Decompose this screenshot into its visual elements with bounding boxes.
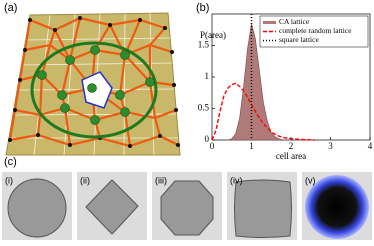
x-axis-label: cell area: [276, 151, 306, 161]
y-tick-label: 1: [205, 71, 210, 81]
subpanel-label: (iv): [230, 175, 243, 185]
x-tick-label: 4: [368, 141, 373, 151]
cell-shapes: [2, 172, 372, 240]
legend-label: CA lattice: [279, 17, 310, 26]
x-tick-label: 1: [249, 141, 254, 151]
page: (a) (b) (c) (i) (ii) (iii) (iv) (v) 0 0.5 1 1.5 0…: [0, 0, 374, 241]
subpanel-label: (v): [305, 175, 316, 185]
area: [227, 23, 284, 141]
subpanel-label: (iii): [155, 175, 167, 185]
subpanel-label: (i): [5, 175, 13, 185]
panel-label: (b): [196, 2, 209, 14]
y-axis-label: P(area): [200, 30, 226, 40]
lattice-illustration: [5, 12, 181, 156]
line: [211, 82, 315, 141]
y-tick-label: 0.5: [198, 103, 210, 113]
legend-label: complete random lattice: [279, 26, 352, 35]
y-tick-label: 0: [205, 134, 210, 144]
subpanel-label: (ii): [80, 175, 90, 185]
x-tick-label: 2: [289, 141, 294, 151]
y-tick-label: 1.5: [198, 40, 210, 50]
x-tick-label: 0: [210, 141, 215, 151]
legend-label: square lattice: [279, 35, 319, 44]
panel-label: (c): [4, 156, 17, 168]
legend-box: [259, 15, 369, 48]
figure: (a) (b) (c) (i) (ii) (iii) (iv) (v) 0 0.5 1 1.5 0…: [2, 2, 373, 240]
panel-label: (a): [4, 2, 17, 14]
x-tick-label: 3: [328, 141, 333, 151]
